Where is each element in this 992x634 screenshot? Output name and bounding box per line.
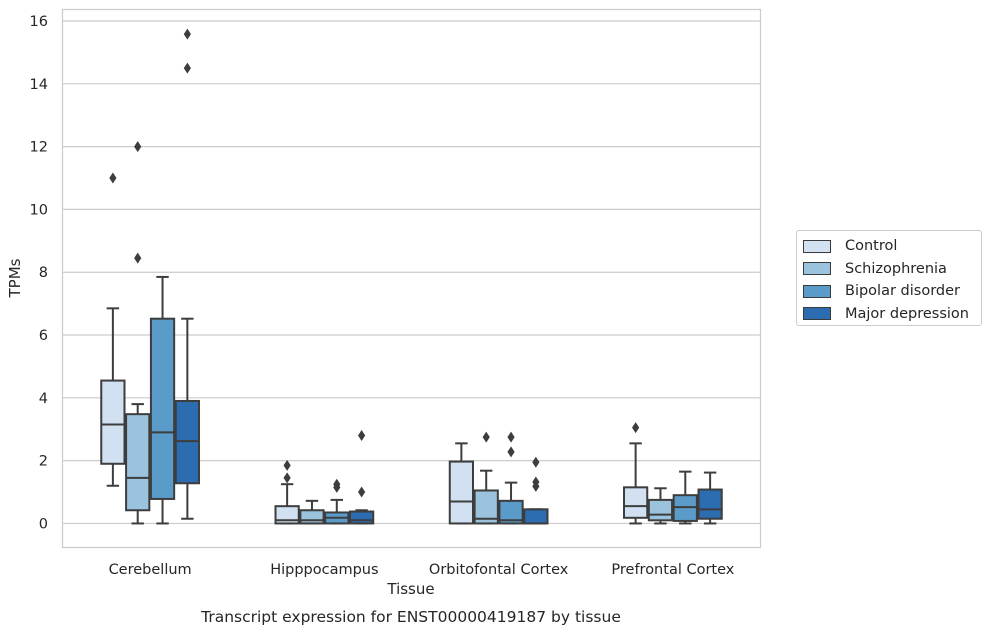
y-axis-label: TPMs: [6, 258, 24, 298]
legend-swatch-major-depression: [803, 307, 831, 321]
outlier-marker: [283, 472, 291, 484]
box: [498, 499, 524, 525]
x-tick-label: Hipppocampus: [270, 562, 378, 578]
y-tick-label: 6: [39, 328, 48, 344]
box: [697, 488, 723, 520]
x-tick-label: Prefrontal Cortex: [611, 562, 734, 578]
outlier-marker: [632, 422, 640, 434]
outlier-marker: [134, 252, 142, 264]
outlier-marker: [507, 446, 515, 458]
box: [473, 489, 499, 525]
legend-label-schizophrenia: Schizophrenia: [845, 260, 947, 277]
outlier-marker: [183, 62, 191, 74]
legend-swatch-control: [803, 239, 831, 253]
outlier-marker: [532, 456, 540, 468]
outlier-marker: [283, 459, 291, 471]
x-tick-label: Cerebellum: [109, 562, 192, 578]
x-tick-label: Orbitofontal Cortex: [429, 562, 569, 578]
y-axis-ticks: 0 2 4 6 8 10 12 14 16: [30, 14, 48, 532]
outlier-marker: [358, 486, 366, 498]
y-tick-label: 2: [39, 454, 48, 470]
legend-label-bipolar-disorder: Bipolar disorder: [845, 283, 960, 300]
box: [149, 317, 176, 500]
legend-label-control: Control: [845, 238, 898, 255]
y-tick-label: 14: [30, 77, 48, 93]
x-axis-ticks: Cerebellum Hipppocampus Orbitofontal Corte…: [109, 562, 735, 578]
y-tick-label: 12: [30, 140, 48, 156]
legend-item-schizophrenia: Schizophrenia: [803, 258, 981, 281]
legend-item-major-depression: Major depression: [803, 303, 981, 326]
chart-title: Transcript expression for ENST0000041918…: [200, 608, 621, 626]
legend-label-major-depression: Major depression: [845, 305, 969, 322]
series-schizophrenia: [125, 141, 674, 525]
box: [274, 505, 300, 525]
box: [349, 510, 375, 525]
y-tick-label: 0: [39, 516, 48, 532]
box: [100, 379, 126, 465]
outlier-marker: [482, 431, 490, 443]
y-tick-label: 10: [30, 202, 48, 218]
box-plot-series: [100, 28, 723, 525]
y-tick-label: 16: [30, 14, 48, 30]
box: [523, 508, 549, 525]
outlier-marker: [532, 476, 540, 488]
y-tick-label: 4: [39, 391, 48, 407]
x-axis-label: Tissue: [386, 580, 434, 598]
box: [299, 509, 325, 525]
box: [647, 498, 674, 522]
box: [448, 460, 474, 525]
box: [623, 486, 649, 519]
outlier-marker: [109, 172, 117, 184]
outlier-marker: [134, 141, 142, 153]
series-major-depression: [174, 28, 723, 525]
series-bipolar-disorder: [149, 275, 698, 525]
legend: Control Schizophrenia Bipolar disorder M…: [796, 230, 982, 326]
outlier-marker: [507, 431, 515, 443]
outlier-marker: [183, 28, 191, 40]
legend-item-control: Control: [803, 235, 981, 258]
series-control: [100, 172, 649, 525]
legend-swatch-schizophrenia: [803, 262, 831, 276]
outlier-marker: [358, 430, 366, 442]
y-tick-label: 8: [39, 265, 48, 281]
outlier-marker: [333, 478, 341, 490]
box: [125, 413, 151, 512]
legend-item-bipolar-disorder: Bipolar disorder: [803, 280, 981, 303]
plot-frame: [61, 8, 762, 549]
legend-swatch-bipolar-disorder: [803, 284, 831, 298]
